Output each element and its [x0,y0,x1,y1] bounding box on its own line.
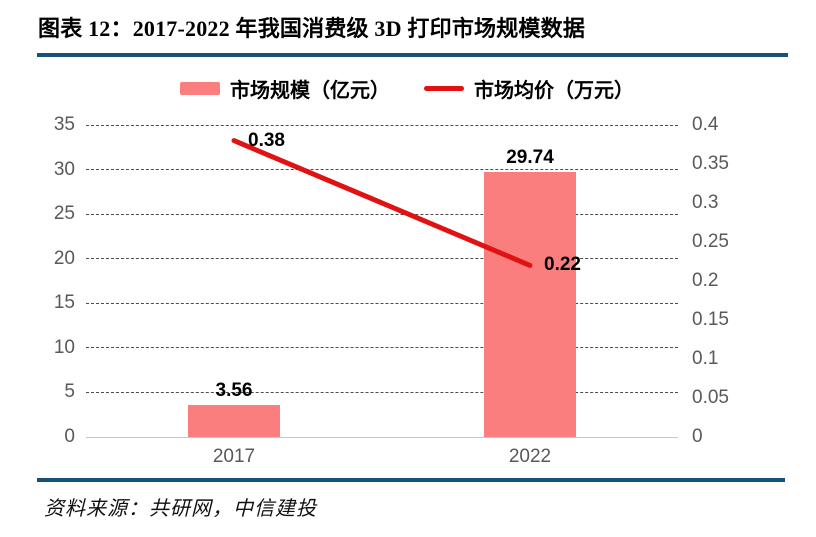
legend-label-average-price: 市场均价（万元） [474,80,634,102]
right-axis-tick-label: 0.25 [692,231,729,252]
x-axis-category-label: 2017 [212,446,256,467]
left-axis-tick-label: 20 [53,247,75,269]
left-axis-tick-label: 15 [53,292,75,314]
gridline [86,213,678,215]
left-axis-tick-label: 35 [53,114,75,135]
left-axis-tick-label: 5 [64,381,75,403]
legend-item-average-price: 市场均价（万元） [424,74,634,103]
line-value-label: 0.38 [248,129,285,151]
right-axis-tick-label: 0.1 [692,348,719,369]
line-value-label: 0.22 [544,254,581,276]
gridline [86,391,678,393]
bar-series-swatch-icon [180,82,220,95]
market-size-bar [484,171,576,437]
gridline [86,258,678,260]
source-note: 资料来源：共研网，中信建投 [44,498,317,520]
right-axis-tick-label: 0.05 [692,387,729,408]
chart-legend: 市场规模（亿元） 市场均价（万元） [180,74,634,103]
left-axis-tick-label: 30 [53,158,75,180]
left-axis-tick-label: 0 [64,426,75,447]
title-underline-rule [37,53,788,57]
right-axis-tick-label: 0.4 [692,114,719,135]
left-axis-tick-label: 10 [53,336,75,358]
source-divider-rule [37,478,785,482]
bar-value-label: 3.56 [215,380,253,402]
right-axis-tick-label: 0.15 [692,309,729,330]
line-series-swatch-icon [424,86,464,91]
gridline [86,169,678,171]
x-axis-baseline [86,436,678,438]
x-axis-category-label: 2022 [508,446,552,467]
legend-label-market-size: 市场规模（亿元） [230,80,390,102]
gridline [86,347,678,349]
bar-value-label: 29.74 [506,146,554,168]
market-size-bar [188,405,280,437]
gridline [86,302,678,304]
gridline [86,124,678,126]
legend-item-market-size: 市场规模（亿元） [180,74,390,103]
left-axis-tick-label: 25 [53,203,75,225]
right-axis-tick-label: 0.35 [692,153,729,174]
right-axis-tick-label: 0.3 [692,192,719,213]
figure-title: 图表 12：2017-2022 年我国消费级 3D 打印市场规模数据 [38,16,586,41]
right-axis-tick-label: 0.2 [692,270,719,291]
right-axis-tick-label: 0 [692,426,703,447]
